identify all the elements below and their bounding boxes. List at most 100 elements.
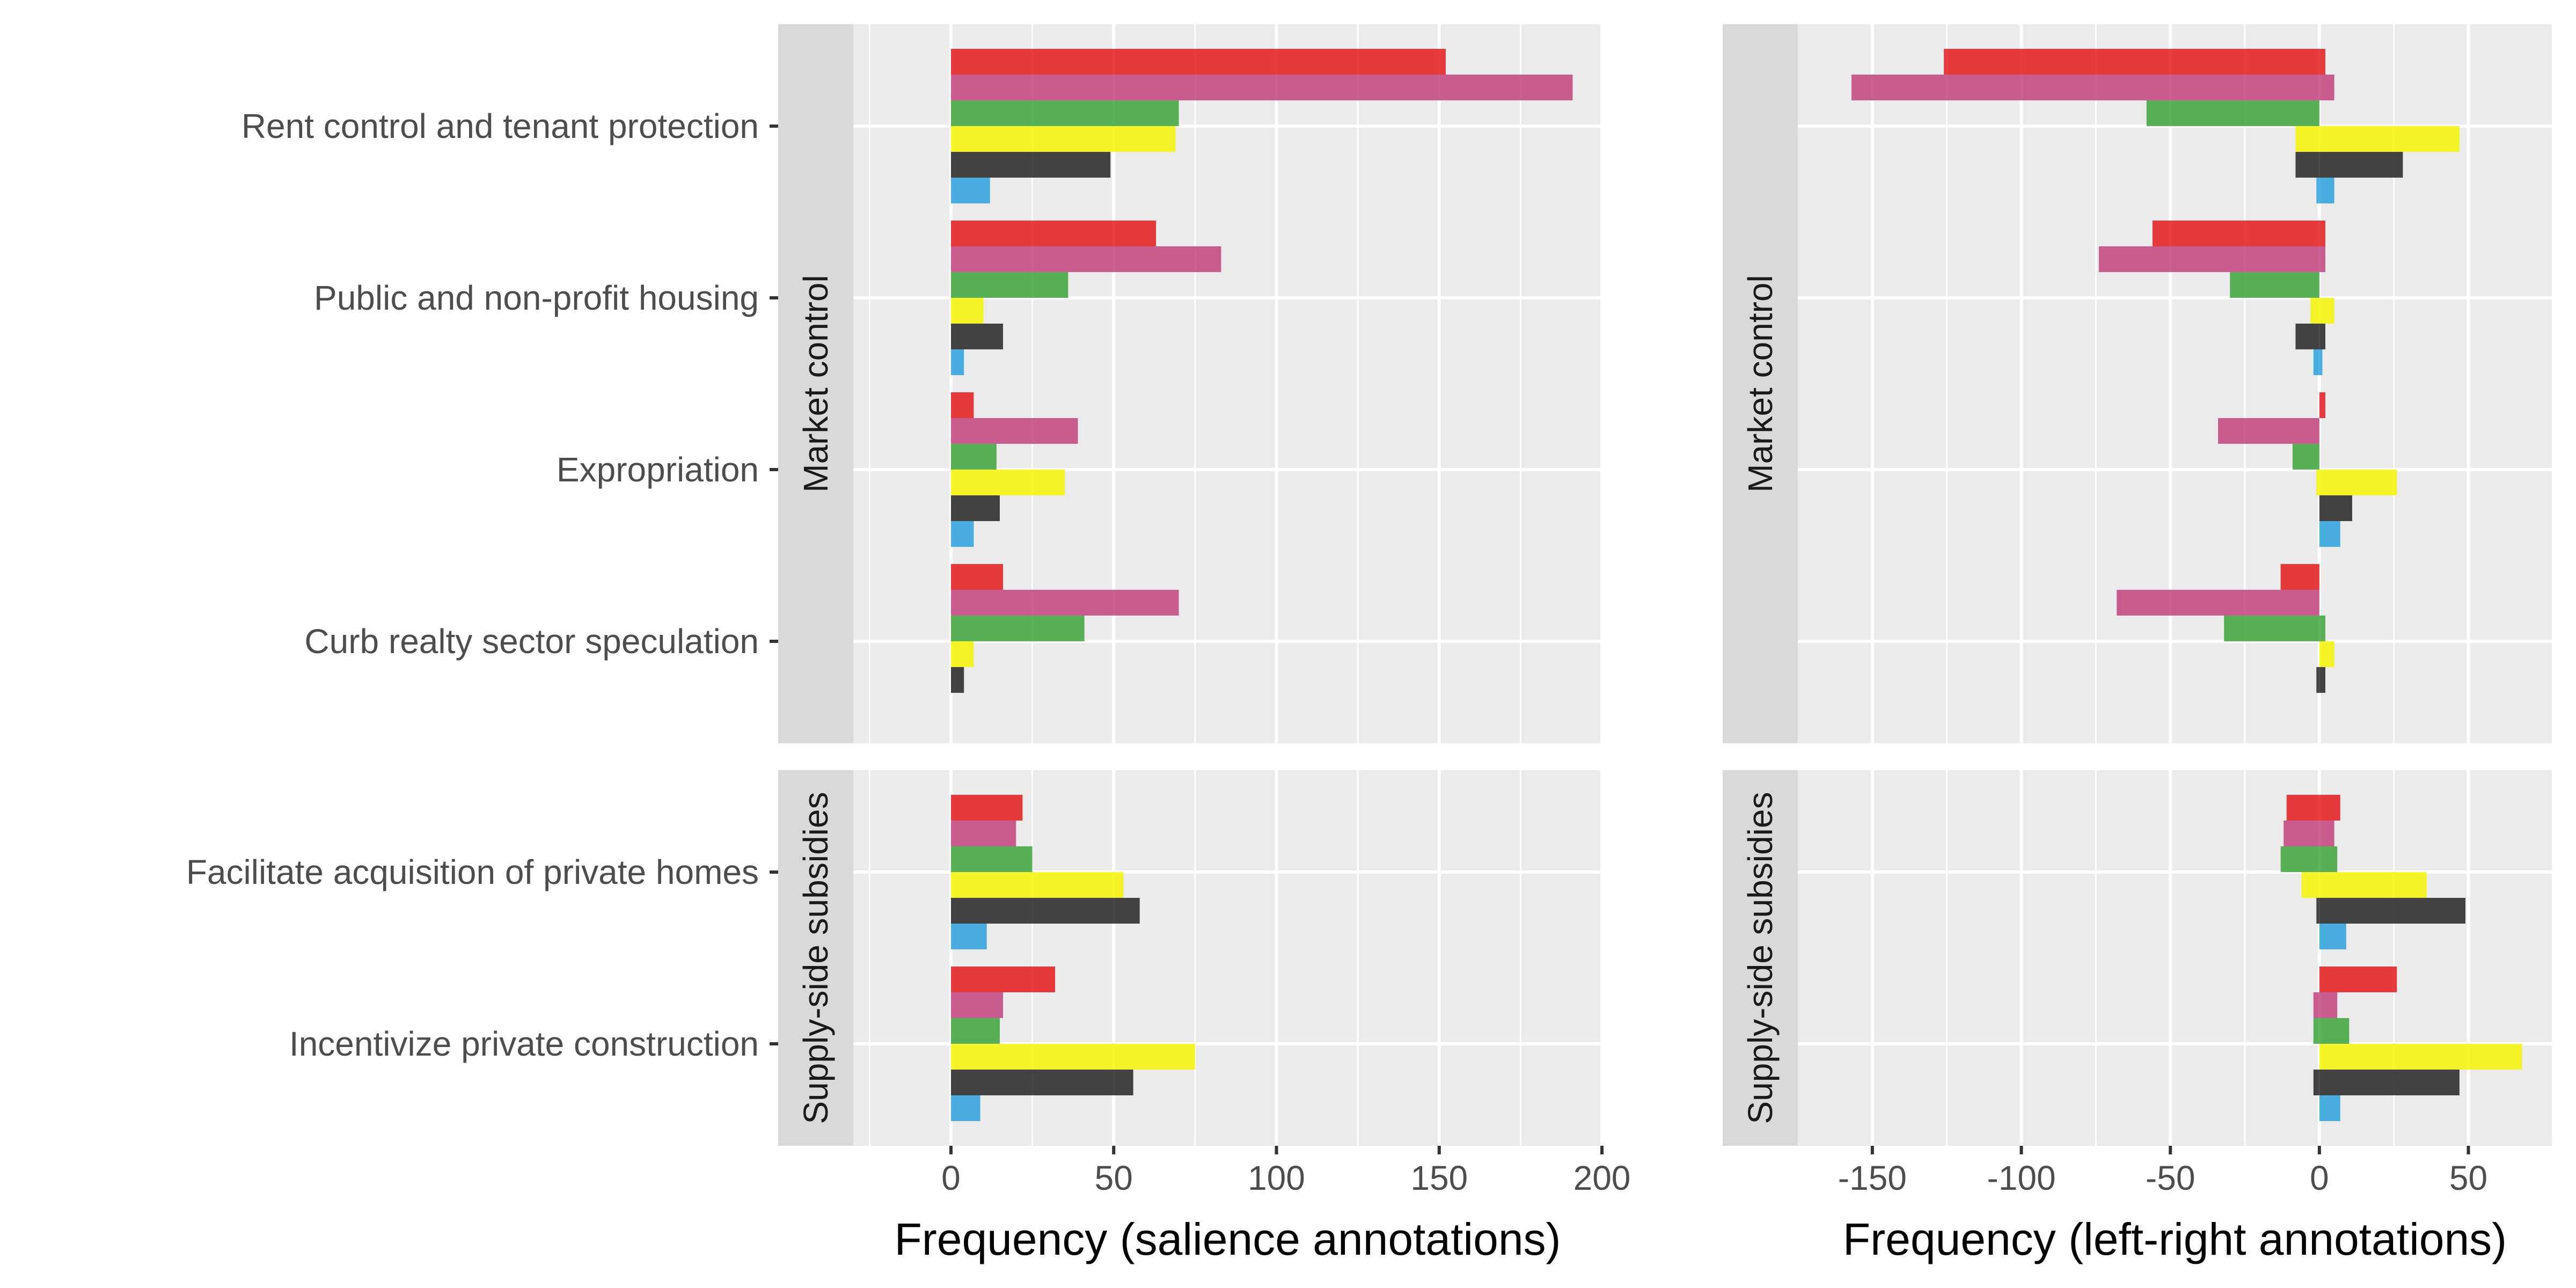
bar-public-and-non-profit-housing-series-2 bbox=[950, 246, 1221, 272]
facet-strip-label: Market control bbox=[1741, 275, 1780, 492]
bar-expropriation-series-6 bbox=[2319, 521, 2340, 547]
bar-facilitate-acquisition-of-private-homes-series-4 bbox=[2301, 872, 2319, 898]
y-category-label: Public and non-profit housing bbox=[314, 279, 759, 317]
bar-incentivize-private-construction-series-3 bbox=[2319, 1018, 2350, 1044]
bar-public-and-non-profit-housing-series-4 bbox=[2319, 298, 2334, 324]
bar-curb-realty-sector-speculation-series-1 bbox=[950, 564, 1003, 590]
x-tick-label: -50 bbox=[2146, 1159, 2196, 1197]
facet-strip bbox=[1723, 24, 1798, 743]
bar-rent-control-and-tenant-protection-series-6 bbox=[2319, 178, 2334, 203]
bar-curb-realty-sector-speculation-series-2 bbox=[2117, 590, 2319, 616]
bar-incentivize-private-construction-series-3 bbox=[2313, 1018, 2319, 1044]
bar-public-and-non-profit-housing-series-1 bbox=[2152, 221, 2319, 246]
x-tick-label: -100 bbox=[1987, 1159, 2055, 1197]
x-tick-label: -150 bbox=[1838, 1159, 1907, 1197]
bar-public-and-non-profit-housing-series-5 bbox=[2319, 324, 2325, 349]
bar-expropriation-series-2 bbox=[950, 418, 1078, 444]
bar-expropriation-series-5 bbox=[950, 495, 1000, 521]
bar-curb-realty-sector-speculation-series-2 bbox=[950, 590, 1179, 616]
bar-rent-control-and-tenant-protection-series-2 bbox=[950, 75, 1573, 100]
facet-strip-label: Supply-side subsidies bbox=[1741, 792, 1780, 1124]
bar-rent-control-and-tenant-protection-series-1 bbox=[2319, 49, 2325, 75]
bar-rent-control-and-tenant-protection-series-2 bbox=[1851, 75, 2319, 100]
bar-expropriation-series-5 bbox=[2319, 495, 2352, 521]
x-tick-label: 50 bbox=[2449, 1159, 2487, 1197]
bar-rent-control-and-tenant-protection-series-4 bbox=[950, 126, 1176, 152]
facet-strip-label: Market control bbox=[796, 275, 835, 492]
bar-expropriation-series-3 bbox=[950, 444, 997, 470]
y-category-label: Rent control and tenant protection bbox=[241, 107, 759, 145]
bar-expropriation-series-4 bbox=[950, 470, 1065, 495]
x-tick-label: 0 bbox=[2310, 1159, 2329, 1197]
panel-2-market-control: Market control bbox=[1723, 24, 2552, 743]
y-category-label: Facilitate acquisition of private homes bbox=[186, 853, 759, 891]
bar-curb-realty-sector-speculation-series-5 bbox=[2316, 667, 2319, 693]
bar-curb-realty-sector-speculation-series-4 bbox=[950, 641, 974, 667]
bar-incentivize-private-construction-series-5 bbox=[950, 1070, 1133, 1095]
bar-facilitate-acquisition-of-private-homes-series-4 bbox=[2319, 872, 2427, 898]
bar-expropriation-series-2 bbox=[2218, 418, 2319, 444]
bar-expropriation-series-3 bbox=[2292, 444, 2319, 470]
bar-facilitate-acquisition-of-private-homes-series-1 bbox=[950, 795, 1023, 821]
bar-incentivize-private-construction-series-2 bbox=[2313, 992, 2319, 1018]
bar-public-and-non-profit-housing-series-5 bbox=[950, 324, 1003, 349]
bar-facilitate-acquisition-of-private-homes-series-5 bbox=[2319, 898, 2465, 924]
bar-rent-control-and-tenant-protection-series-1 bbox=[950, 49, 1446, 75]
x-tick-label: 50 bbox=[1095, 1159, 1133, 1197]
bar-facilitate-acquisition-of-private-homes-series-2 bbox=[950, 821, 1016, 846]
bar-expropriation-series-1 bbox=[950, 392, 974, 418]
bar-public-and-non-profit-housing-series-1 bbox=[2319, 221, 2325, 246]
bar-public-and-non-profit-housing-series-5 bbox=[2295, 324, 2319, 349]
bar-rent-control-and-tenant-protection-series-6 bbox=[950, 178, 990, 203]
x-axis-title: Frequency (salience annotations) bbox=[894, 1214, 1561, 1264]
bar-expropriation-series-4 bbox=[2316, 470, 2319, 495]
bar-public-and-non-profit-housing-series-2 bbox=[2098, 246, 2319, 272]
y-category-label: Curb realty sector speculation bbox=[304, 622, 759, 661]
bar-public-and-non-profit-housing-series-1 bbox=[950, 221, 1157, 246]
bar-public-and-non-profit-housing-series-6 bbox=[2313, 349, 2319, 375]
bar-facilitate-acquisition-of-private-homes-series-5 bbox=[2316, 898, 2319, 924]
bar-facilitate-acquisition-of-private-homes-series-6 bbox=[2319, 924, 2346, 949]
bar-incentivize-private-construction-series-2 bbox=[2319, 992, 2338, 1018]
bar-facilitate-acquisition-of-private-homes-series-3 bbox=[950, 846, 1033, 872]
bar-rent-control-and-tenant-protection-series-3 bbox=[2146, 100, 2319, 126]
bar-public-and-non-profit-housing-series-6 bbox=[950, 349, 964, 375]
bar-rent-control-and-tenant-protection-series-5 bbox=[950, 152, 1111, 178]
x-tick-label: 150 bbox=[1410, 1159, 1468, 1197]
bar-facilitate-acquisition-of-private-homes-series-3 bbox=[2280, 846, 2319, 872]
bar-rent-control-and-tenant-protection-series-2 bbox=[2319, 75, 2334, 100]
bar-rent-control-and-tenant-protection-series-4 bbox=[2319, 126, 2460, 152]
bar-public-and-non-profit-housing-series-4 bbox=[950, 298, 984, 324]
facet-strip bbox=[778, 24, 853, 743]
bar-curb-realty-sector-speculation-series-4 bbox=[2319, 641, 2334, 667]
bar-incentivize-private-construction-series-4 bbox=[950, 1044, 1195, 1070]
bar-facilitate-acquisition-of-private-homes-series-2 bbox=[2319, 821, 2334, 846]
bar-public-and-non-profit-housing-series-3 bbox=[2230, 272, 2319, 298]
y-category-label: Incentivize private construction bbox=[289, 1024, 759, 1063]
panel-1-supply-side-subsidies: Supply-side subsidies bbox=[778, 770, 1604, 1146]
panel-2-supply-side-subsidies: Supply-side subsidies bbox=[1723, 770, 2552, 1146]
bar-incentivize-private-construction-series-6 bbox=[950, 1095, 980, 1121]
bar-incentivize-private-construction-series-1 bbox=[950, 967, 1056, 992]
bar-incentivize-private-construction-series-3 bbox=[950, 1018, 1000, 1044]
y-category-label: Expropriation bbox=[557, 450, 759, 489]
bar-expropriation-series-4 bbox=[2319, 470, 2397, 495]
bar-rent-control-and-tenant-protection-series-5 bbox=[2295, 152, 2319, 178]
bar-curb-realty-sector-speculation-series-5 bbox=[2319, 667, 2325, 693]
bar-public-and-non-profit-housing-series-6 bbox=[2319, 349, 2323, 375]
bar-curb-realty-sector-speculation-series-1 bbox=[2280, 564, 2319, 590]
bar-public-and-non-profit-housing-series-2 bbox=[2319, 246, 2325, 272]
bar-incentivize-private-construction-series-2 bbox=[950, 992, 1003, 1018]
bar-rent-control-and-tenant-protection-series-6 bbox=[2316, 178, 2319, 203]
x-tick-label: 100 bbox=[1248, 1159, 1305, 1197]
bar-incentivize-private-construction-series-5 bbox=[2313, 1070, 2319, 1095]
bar-public-and-non-profit-housing-series-4 bbox=[2310, 298, 2319, 324]
panel-1-market-control: Market control bbox=[778, 24, 1604, 743]
facet-strip bbox=[1723, 770, 1798, 1146]
bar-curb-realty-sector-speculation-series-3 bbox=[2224, 616, 2319, 641]
bar-rent-control-and-tenant-protection-series-4 bbox=[2295, 126, 2319, 152]
bar-facilitate-acquisition-of-private-homes-series-4 bbox=[950, 872, 1124, 898]
bar-incentivize-private-construction-series-5 bbox=[2319, 1070, 2460, 1095]
bar-facilitate-acquisition-of-private-homes-series-3 bbox=[2319, 846, 2338, 872]
